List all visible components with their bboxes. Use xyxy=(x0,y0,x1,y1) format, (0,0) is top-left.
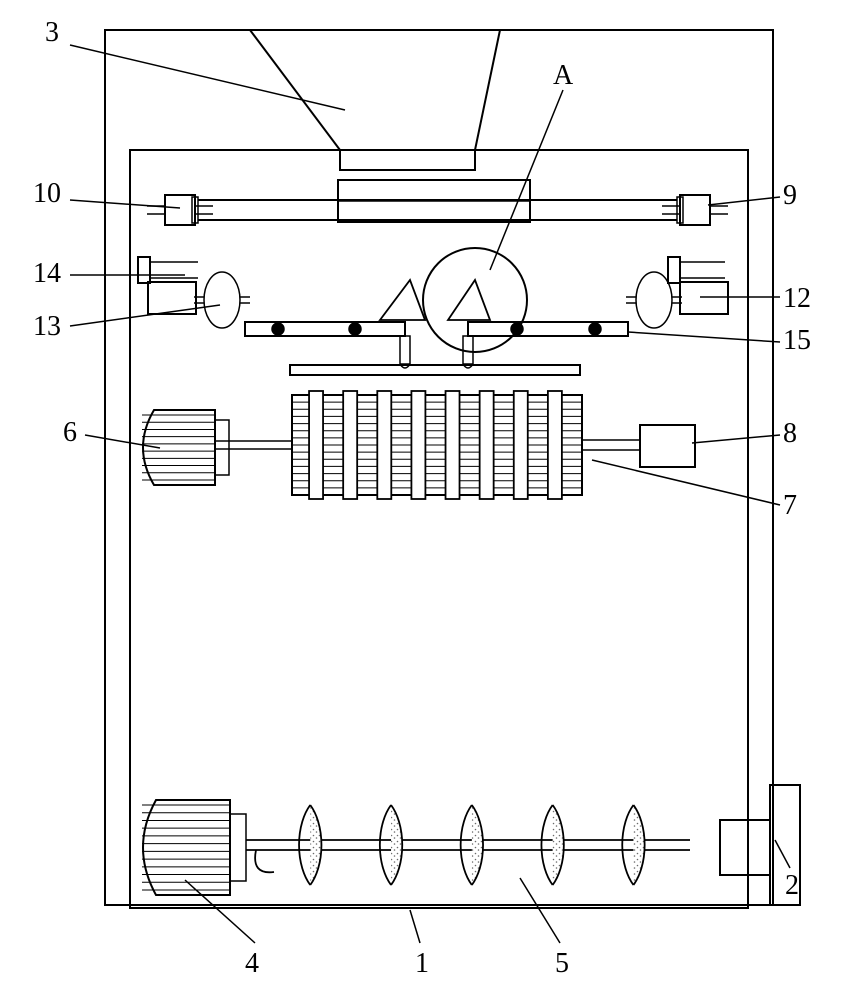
lbl-9: 9 xyxy=(783,180,797,212)
lbl-A: A xyxy=(553,60,573,92)
lbl-2: 2 xyxy=(785,870,799,902)
lbl-15: 15 xyxy=(783,325,811,357)
lbl-5: 5 xyxy=(555,948,569,980)
lbl-6: 6 xyxy=(63,417,77,449)
lbl-4: 4 xyxy=(245,948,259,980)
lbl-3: 3 xyxy=(45,17,59,49)
lbl-12: 12 xyxy=(783,283,811,315)
lbl-7: 7 xyxy=(783,490,797,522)
lbl-8: 8 xyxy=(783,418,797,450)
lbl-14: 14 xyxy=(33,258,61,290)
lbl-10: 10 xyxy=(33,178,61,210)
diagram-canvas xyxy=(0,0,845,1000)
lbl-13: 13 xyxy=(33,311,61,343)
lbl-1: 1 xyxy=(415,948,429,980)
